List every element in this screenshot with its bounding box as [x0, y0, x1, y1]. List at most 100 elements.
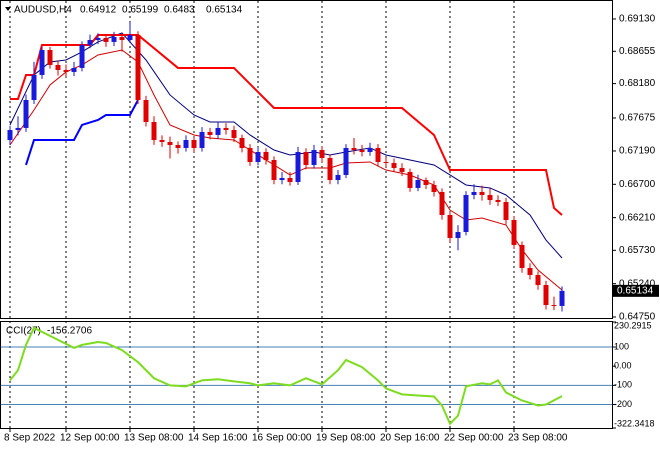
symbol: AUDUSD,H4 — [14, 5, 72, 16]
x-tick-label: 8 Sep 2022 — [4, 433, 56, 444]
candle-body — [167, 141, 173, 145]
y-tick-label: 100 — [614, 341, 629, 351]
candle-body — [263, 151, 269, 161]
candle-body — [471, 191, 477, 195]
candle-body — [335, 174, 341, 181]
candle-body — [279, 177, 285, 181]
candle-body — [223, 127, 229, 131]
header-close: 0.65134 — [206, 5, 243, 16]
candle-body — [247, 147, 253, 162]
y-tick-label: 0.69130 — [619, 14, 656, 25]
candle-body — [287, 177, 293, 182]
candle-body — [255, 151, 261, 162]
candle-body — [399, 167, 405, 172]
candle-body — [271, 160, 277, 181]
candle-body — [39, 49, 45, 75]
y-tick-label: 0.68180 — [619, 78, 656, 89]
x-tick-label: 16 Sep 00:00 — [252, 433, 312, 444]
candle-body — [191, 140, 197, 148]
candle-body — [479, 191, 485, 195]
x-tick-label: 12 Sep 00:00 — [60, 433, 120, 444]
candle-body — [463, 194, 469, 232]
x-tick-label: 14 Sep 16:00 — [188, 433, 248, 444]
candle-body — [151, 121, 157, 141]
header-low: 0.6483 — [164, 5, 195, 16]
y-tick-label: 0.67675 — [619, 113, 656, 124]
candle-body — [527, 267, 533, 275]
candle-body — [23, 100, 29, 128]
y-tick-label: 230.2915 — [614, 320, 652, 330]
candle-body — [103, 37, 109, 42]
y-tick-label: 0.67190 — [619, 146, 656, 157]
indicator-name: CCI(27) — [6, 326, 41, 337]
candle-body — [7, 130, 13, 141]
candle-body — [199, 131, 205, 148]
y-tick-label: -100 — [614, 380, 632, 390]
candle-body — [31, 74, 37, 101]
y-tick-label: 0.64750 — [619, 312, 656, 323]
candle-body — [215, 127, 221, 135]
price-box — [613, 284, 659, 297]
x-tick-label: 23 Sep 08:00 — [508, 433, 568, 444]
indicator-line — [9, 49, 563, 291]
candle-body — [319, 150, 325, 158]
candle-body — [159, 140, 165, 142]
y-tick-label: -322.3418 — [614, 418, 655, 428]
candle-body — [183, 140, 189, 148]
candle-body — [207, 131, 213, 135]
candle-body — [519, 244, 525, 268]
indicator-value: -156.2706 — [47, 326, 92, 337]
y-tick-label: 0.65240 — [619, 278, 656, 289]
candle-body — [559, 290, 565, 306]
candle-body — [375, 147, 381, 162]
candle-body — [231, 130, 237, 138]
x-tick-label: 20 Sep 16:00 — [380, 433, 440, 444]
candle-body — [119, 36, 125, 40]
candle-body — [47, 49, 53, 65]
candle-body — [359, 150, 365, 152]
candle-body — [495, 200, 501, 202]
y-tick-label: 0.66700 — [619, 179, 656, 190]
candle-body — [487, 194, 493, 201]
candle-body — [143, 100, 149, 122]
candle-body — [551, 305, 557, 307]
candle-body — [407, 171, 413, 188]
menu-arrow — [5, 7, 11, 11]
candle-body — [303, 151, 309, 165]
header-open: 0.64912 — [80, 5, 117, 16]
indicator-panel — [0, 321, 613, 429]
current-price: 0.65134 — [617, 285, 654, 296]
candle-body — [111, 36, 117, 42]
y-tick-label: -200 — [614, 399, 632, 409]
x-tick-label: 13 Sep 08:00 — [124, 433, 184, 444]
y-tick-label: 0.68655 — [619, 46, 656, 57]
candle-body — [55, 64, 61, 70]
candle-body — [535, 274, 541, 286]
candle-body — [439, 191, 445, 215]
candle-body — [391, 163, 397, 168]
candle-body — [423, 180, 429, 185]
candle-body — [63, 69, 69, 72]
candle-body — [351, 147, 357, 151]
candle-body — [543, 285, 549, 306]
candle-body — [175, 144, 181, 148]
candle-body — [431, 184, 437, 192]
candle-body — [71, 67, 77, 72]
candle-body — [15, 127, 21, 131]
y-tick-label: 0.65730 — [619, 245, 656, 256]
x-tick-label: 19 Sep 08:00 — [316, 433, 376, 444]
candle-body — [239, 137, 245, 148]
candle-body — [135, 34, 141, 101]
candle-body — [95, 37, 101, 40]
candle-body — [79, 44, 85, 68]
candle-body — [327, 157, 333, 181]
x-tick-label: 22 Sep 00:00 — [444, 433, 504, 444]
candle-body — [311, 150, 317, 165]
candle-body — [87, 39, 93, 45]
candle-body — [367, 147, 373, 152]
y-tick-label: 0.66210 — [619, 212, 656, 223]
candle-body — [295, 151, 301, 182]
candle-body — [383, 161, 389, 164]
candle-body — [511, 220, 517, 245]
